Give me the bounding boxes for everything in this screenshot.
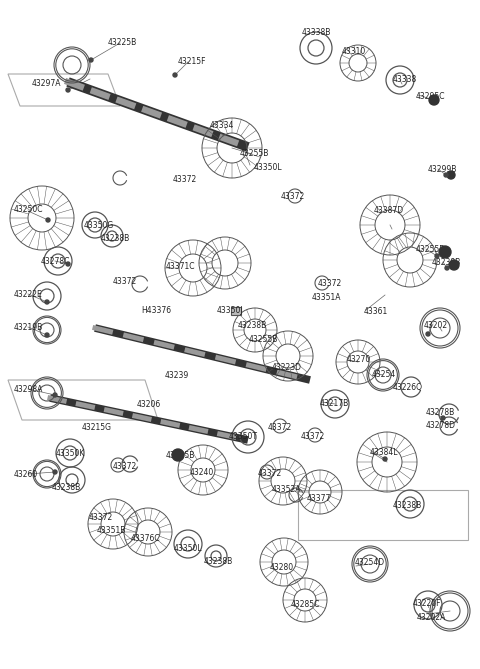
Text: 43297A: 43297A [32, 79, 61, 88]
Text: 43240: 43240 [190, 468, 214, 477]
Text: 43260: 43260 [14, 470, 38, 479]
Circle shape [45, 333, 49, 337]
Circle shape [426, 332, 430, 336]
Text: 43238B: 43238B [52, 483, 81, 492]
Text: 43217B: 43217B [320, 399, 349, 408]
Text: 43372: 43372 [301, 432, 325, 441]
Text: 43298A: 43298A [14, 385, 43, 394]
Text: 43350L: 43350L [174, 544, 203, 553]
Text: 43255B: 43255B [249, 335, 278, 344]
Text: 43372: 43372 [258, 469, 282, 478]
Text: 43361: 43361 [364, 307, 388, 316]
Text: 43372: 43372 [318, 279, 342, 288]
Text: 43239: 43239 [165, 371, 189, 380]
Text: 43334: 43334 [210, 121, 234, 130]
Text: 43285C: 43285C [291, 600, 320, 609]
Text: 43372: 43372 [113, 462, 137, 471]
Text: 43278D: 43278D [426, 421, 456, 430]
Text: 43238B: 43238B [393, 501, 422, 510]
Circle shape [45, 300, 49, 304]
Text: 43350L: 43350L [254, 163, 283, 172]
Text: 43338B: 43338B [302, 28, 331, 37]
Text: 43350J: 43350J [217, 306, 244, 315]
Text: 43351A: 43351A [312, 293, 341, 302]
Text: 43255B: 43255B [166, 451, 195, 460]
Text: 43238B: 43238B [238, 321, 267, 330]
Text: 43238B: 43238B [101, 234, 130, 243]
Text: 43202A: 43202A [417, 613, 446, 622]
Circle shape [46, 218, 50, 222]
Text: 43387D: 43387D [374, 206, 404, 215]
Text: 43372: 43372 [89, 513, 113, 522]
Text: 43225B: 43225B [108, 38, 137, 47]
Circle shape [449, 260, 459, 270]
Text: 43350K: 43350K [56, 449, 85, 458]
Text: 43254: 43254 [372, 370, 396, 379]
Text: 43384L: 43384L [370, 448, 398, 457]
Circle shape [429, 95, 439, 105]
Circle shape [53, 470, 57, 474]
Circle shape [439, 246, 451, 258]
Text: 43295C: 43295C [416, 92, 445, 101]
Text: 43372: 43372 [281, 192, 305, 201]
Circle shape [435, 254, 439, 258]
Circle shape [89, 58, 93, 62]
Text: 43371C: 43371C [166, 262, 195, 271]
Text: 43278B: 43278B [426, 408, 455, 417]
Text: 43299B: 43299B [428, 165, 457, 174]
Circle shape [444, 173, 448, 177]
Text: 43238B: 43238B [432, 258, 461, 267]
Circle shape [172, 449, 184, 461]
Text: 43270: 43270 [347, 355, 371, 364]
Text: 43278C: 43278C [41, 257, 71, 266]
Text: 43310: 43310 [342, 47, 366, 56]
Text: 43219B: 43219B [14, 323, 43, 332]
Circle shape [441, 416, 445, 420]
Text: 43215F: 43215F [178, 57, 206, 66]
Text: 43206: 43206 [137, 400, 161, 409]
Text: 43338: 43338 [393, 75, 417, 84]
Text: 43372: 43372 [113, 277, 137, 286]
Text: 43222E: 43222E [14, 290, 43, 299]
Text: 43220F: 43220F [413, 599, 442, 608]
Text: 43372: 43372 [173, 175, 197, 184]
Circle shape [53, 393, 57, 397]
Text: 43255B: 43255B [416, 245, 445, 254]
Circle shape [66, 262, 70, 266]
Text: 43226Q: 43226Q [393, 383, 423, 392]
Text: 43250C: 43250C [14, 205, 44, 214]
Text: 43223D: 43223D [272, 363, 302, 372]
Circle shape [66, 88, 70, 92]
Text: 43376C: 43376C [131, 534, 161, 543]
Circle shape [383, 457, 387, 461]
Text: 43351B: 43351B [97, 526, 126, 535]
Circle shape [447, 171, 455, 179]
Bar [231, 307, 241, 315]
Text: 43254D: 43254D [355, 558, 385, 567]
Text: 43350G: 43350G [84, 221, 114, 230]
Text: 43280: 43280 [270, 563, 294, 572]
Text: 43350T: 43350T [229, 432, 258, 441]
Text: 43352A: 43352A [272, 485, 301, 494]
Text: 43202: 43202 [424, 321, 448, 330]
Text: 43238B: 43238B [204, 557, 233, 566]
Text: 43372: 43372 [268, 423, 292, 432]
Circle shape [173, 73, 177, 77]
Text: 43215G: 43215G [82, 423, 112, 432]
Text: 43255B: 43255B [240, 149, 269, 158]
Text: 43377: 43377 [307, 494, 331, 503]
Text: H43376: H43376 [141, 306, 171, 315]
Circle shape [445, 266, 449, 270]
